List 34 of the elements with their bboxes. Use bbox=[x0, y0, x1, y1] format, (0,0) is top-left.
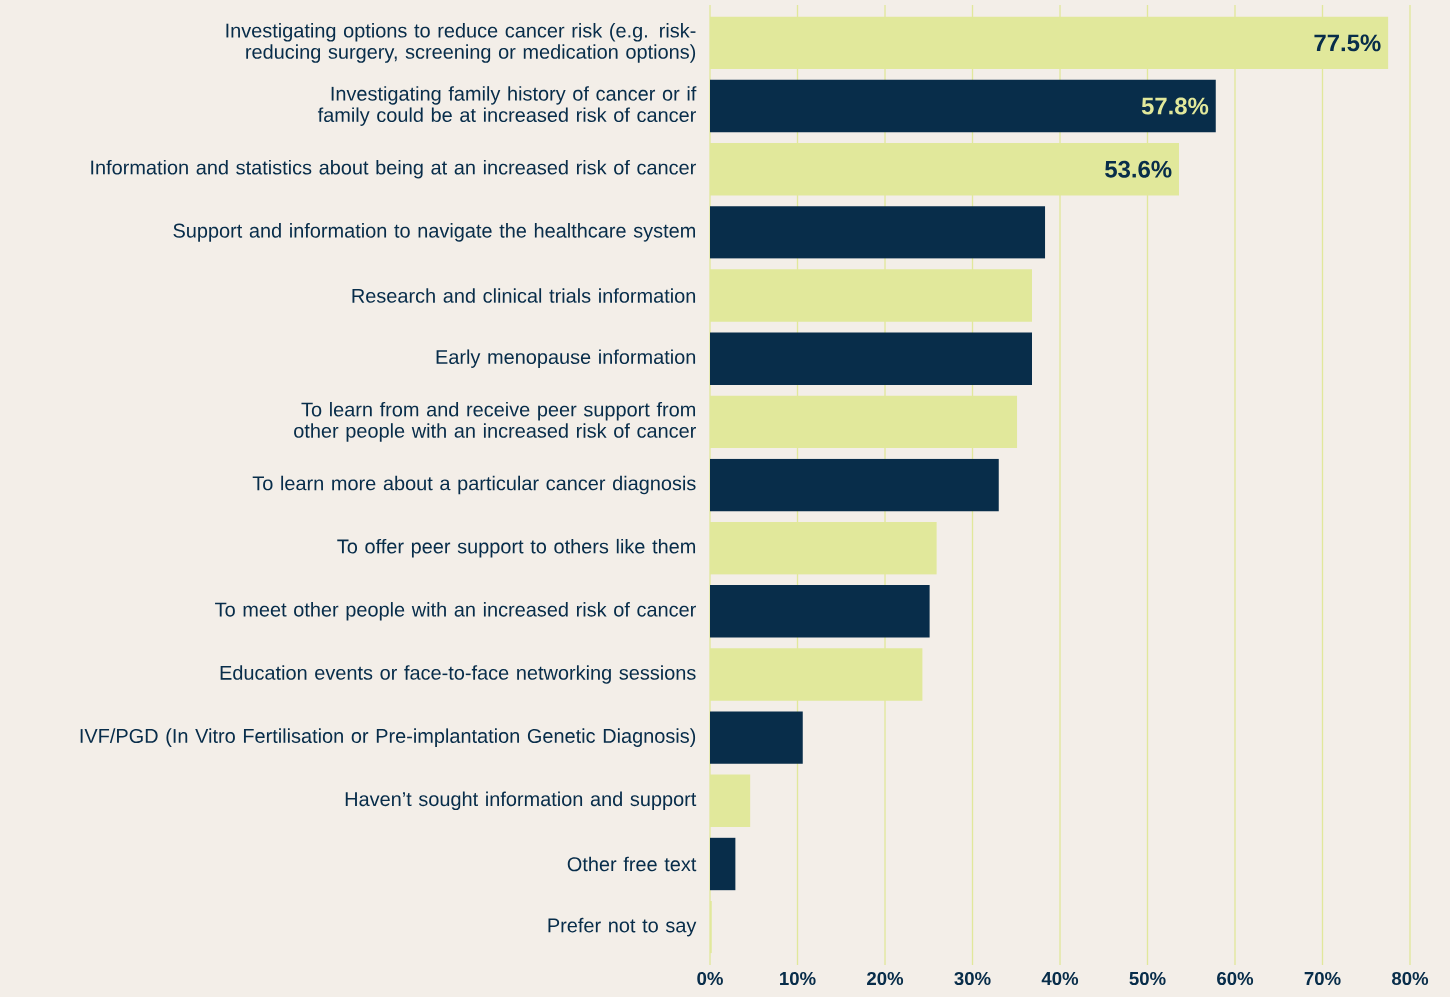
bar bbox=[710, 332, 1032, 385]
y-tick-label: Support and information to navigate the healthcare system bbox=[173, 223, 695, 242]
y-tick-label: Research and clinical trials information bbox=[352, 288, 696, 303]
x-tick-label: 0% bbox=[697, 971, 723, 986]
bar bbox=[710, 79, 1216, 133]
bar bbox=[710, 711, 803, 764]
y-tick-label: IVF/PGD (In Vitro Fertilisation or Pre-implantation Genetic Diagnosis) bbox=[80, 728, 696, 747]
x-tick-label: 10% bbox=[780, 971, 816, 986]
y-tick-label: Other free text bbox=[567, 856, 697, 872]
x-tick-label: 40% bbox=[1041, 971, 1079, 986]
y-tick-label: To meet other people with an increased risk of cancer bbox=[215, 602, 696, 621]
bar bbox=[710, 837, 736, 891]
data-label: 77.5% bbox=[1314, 34, 1381, 52]
x-tick-label: 70% bbox=[1304, 971, 1341, 986]
bar bbox=[710, 206, 1046, 259]
y-tick-label: Prefer not to say bbox=[548, 917, 697, 937]
x-tick-label: 30% bbox=[954, 971, 991, 986]
y-tick-label: Education events or face-to-face networking sessions bbox=[220, 665, 696, 684]
y-tick-label: To learn from and receive peer support from other people with an increased risk of cancer bbox=[294, 401, 696, 442]
bar bbox=[710, 458, 999, 512]
x-tick-label: 80% bbox=[1391, 971, 1429, 986]
y-tick-label: Investigating options to reduce cancer risk (e.g. risk-reducing surgery, screening or medication options) bbox=[226, 22, 696, 63]
data-label: 53.6% bbox=[1105, 160, 1172, 178]
data-label: 57.8% bbox=[1141, 97, 1209, 115]
y-tick-label: To learn more about a particular cancer diagnosis bbox=[252, 475, 696, 495]
y-tick-label: Investigating family history of cancer or if family could be at increased risk of cancer bbox=[317, 86, 697, 126]
x-tick-label: 60% bbox=[1217, 971, 1254, 986]
y-tick-label: Information and statistics about being at an increased risk of cancer bbox=[91, 159, 696, 179]
y-tick-label: To offer peer support to others like them bbox=[337, 538, 696, 558]
x-tick-label: 20% bbox=[867, 971, 904, 986]
y-tick-label: Haven’t sought information and support bbox=[345, 791, 697, 811]
x-tick-label: 50% bbox=[1129, 971, 1166, 986]
y-tick-label: Early menopause information bbox=[436, 349, 696, 368]
bar bbox=[710, 585, 930, 638]
